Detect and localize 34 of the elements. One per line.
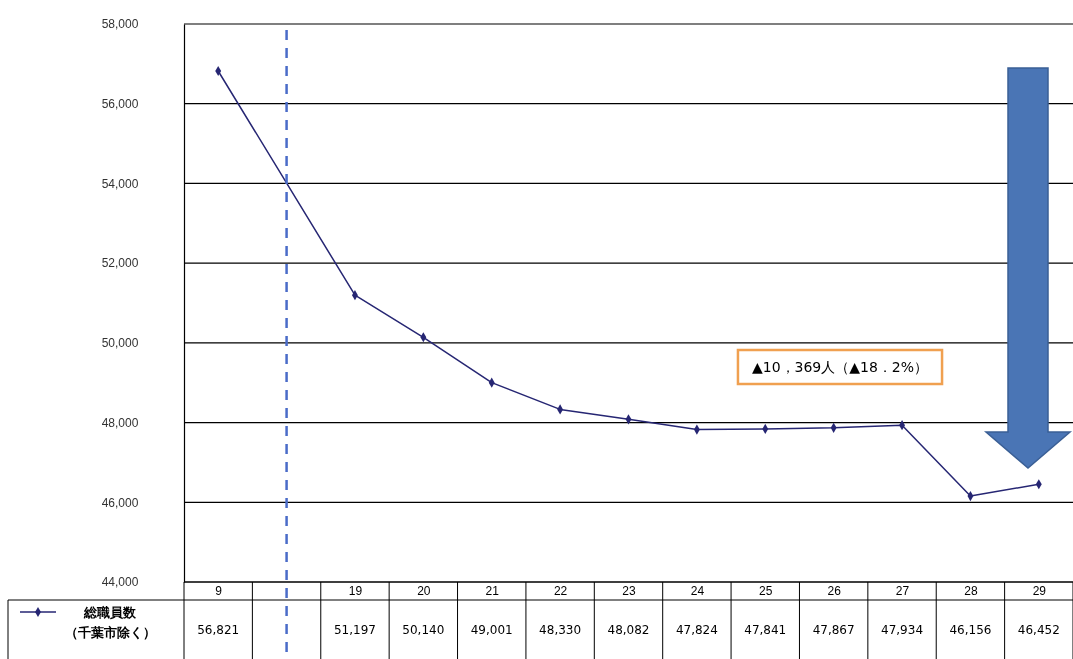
x-tick-label: 23 bbox=[622, 583, 636, 598]
y-tick-label: 52,000 bbox=[101, 256, 139, 271]
annotation: ▲10，369人（▲18．2%） bbox=[751, 359, 929, 375]
y-tick-label: 48,000 bbox=[101, 415, 139, 430]
data-label: 46,156 bbox=[949, 622, 992, 637]
y-tick-label: 54,000 bbox=[101, 176, 139, 191]
y-tick-label: 56,000 bbox=[101, 97, 139, 112]
data-label: 47,867 bbox=[812, 622, 855, 637]
data-label: 48,330 bbox=[539, 622, 582, 637]
legend-label: 総職員数（千葉市除く） bbox=[64, 605, 156, 640]
x-tick-label: 29 bbox=[1032, 583, 1047, 598]
x-tick-label: 22 bbox=[553, 583, 568, 598]
x-tick-label: 24 bbox=[690, 583, 705, 598]
x-tick-label: 25 bbox=[759, 583, 773, 598]
y-tick-label: 50,000 bbox=[101, 336, 139, 351]
data-label: 47,824 bbox=[675, 622, 718, 637]
x-tick-label: 9 bbox=[215, 583, 223, 598]
x-tick-label: 19 bbox=[348, 583, 363, 598]
data-label: 51,197 bbox=[333, 622, 376, 637]
data-label: 56,821 bbox=[197, 622, 240, 637]
y-tick-label: 46,000 bbox=[101, 495, 139, 510]
data-label: 48,082 bbox=[607, 622, 650, 637]
x-tick-label: 26 bbox=[827, 583, 842, 598]
data-label: 47,841 bbox=[744, 622, 787, 637]
x-tick-label: 28 bbox=[964, 583, 978, 598]
y-tick-label: 44,000 bbox=[101, 575, 139, 590]
x-tick-label: 27 bbox=[895, 583, 910, 598]
x-tick-label: 20 bbox=[417, 583, 431, 598]
x-tick-label: 21 bbox=[485, 583, 500, 598]
data-label: 50,140 bbox=[402, 622, 445, 637]
data-label: 46,452 bbox=[1017, 622, 1060, 637]
data-label: 47,934 bbox=[881, 622, 924, 637]
data-label: 49,001 bbox=[470, 622, 513, 637]
y-tick-label: 58,000 bbox=[101, 17, 139, 32]
